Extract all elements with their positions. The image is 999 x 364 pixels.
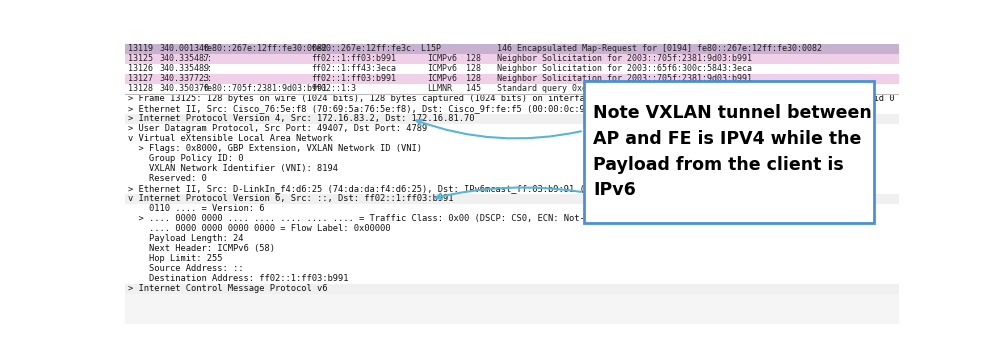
Text: > User Datagram Protocol, Src Port: 49407, Dst Port: 4789: > User Datagram Protocol, Src Port: 4940… [128,124,428,133]
Text: ::: :: [203,54,213,63]
Bar [125,164,899,174]
Bar [125,184,899,194]
Bar [125,74,899,84]
Text: > Ethernet II, Src: D-LinkIn_f4:d6:25 (74:da:da:f4:d6:25), Dst: IPv6mcast_ff:03:: > Ethernet II, Src: D-LinkIn_f4:d6:25 (7… [128,184,679,193]
Text: > Internet Control Message Protocol v6: > Internet Control Message Protocol v6 [128,284,328,293]
Text: ICMPv6: ICMPv6 [428,74,458,83]
Bar [125,84,899,94]
Bar [125,134,899,144]
Text: > Flags: 0x8000, GBP Extension, VXLAN Network ID (VNI): > Flags: 0x8000, GBP Extension, VXLAN Ne… [128,144,422,153]
Bar [125,144,899,154]
Bar [125,54,899,64]
Text: fe80::705f:2381:9d03:b991: fe80::705f:2381:9d03:b991 [203,84,328,93]
Text: 340.350370: 340.350370 [159,84,209,93]
Text: .... 0000 0000 0000 0000 = Flow Label: 0x00000: .... 0000 0000 0000 0000 = Flow Label: 0… [128,224,391,233]
Text: 145: 145 [466,84,481,93]
Text: Source Address: ::: Source Address: :: [128,264,244,273]
Bar [125,114,899,124]
FancyBboxPatch shape [583,81,874,223]
Text: v Internet Protocol Version 6, Src: ::, Dst: ff02::1:ff03:b991: v Internet Protocol Version 6, Src: ::, … [128,194,454,203]
Bar [125,94,899,324]
Text: VXLAN Network Identifier (VNI): 8194: VXLAN Network Identifier (VNI): 8194 [128,164,338,173]
Text: 340.001340: 340.001340 [159,44,209,53]
Bar [125,174,899,184]
Text: Neighbor Solicitation for 2003::65f6:300c:5843:3eca: Neighbor Solicitation for 2003::65f6:300… [497,64,752,73]
Text: > .... 0000 0000 .... .... .... .... .... = Traffic Class: 0x00 (DSCP: CS0, ECN:: > .... 0000 0000 .... .... .... .... ...… [128,214,605,223]
Text: ff02::1:ff03:b991: ff02::1:ff03:b991 [311,74,396,83]
Bar [125,124,899,134]
Text: 13127: 13127 [128,74,153,83]
Bar [125,44,899,54]
Text: Payload Length: 24: Payload Length: 24 [128,234,244,244]
Text: Standard query 0xe4ca ANY 1S3LR7K7DFNINKJ: Standard query 0xe4ca ANY 1S3LR7K7DFNINK… [497,84,702,93]
Text: 340.335489: 340.335489 [159,64,209,73]
Text: fe80::267e:12ff:fe3c. L15P: fe80::267e:12ff:fe3c. L15P [311,44,441,53]
Text: v Virtual eXtensible Local Area Network: v Virtual eXtensible Local Area Network [128,134,333,143]
Text: Neighbor Solicitation for 2003::705f:2381:9d03:b991: Neighbor Solicitation for 2003::705f:238… [497,54,752,63]
Bar [125,64,899,74]
Text: 128: 128 [466,64,481,73]
Text: Group Policy ID: 0: Group Policy ID: 0 [128,154,244,163]
Text: 13125: 13125 [128,54,153,63]
Bar [125,284,899,294]
Bar [125,244,899,254]
Text: ICMPv6: ICMPv6 [428,54,458,63]
Text: Hop Limit: 255: Hop Limit: 255 [128,254,223,264]
Text: 340.335487: 340.335487 [159,54,209,63]
Text: ff02::1:3: ff02::1:3 [311,84,356,93]
Text: ::: :: [203,64,213,73]
Text: 340.337723: 340.337723 [159,74,209,83]
Text: Note VXLAN tunnel between
AP and FE is IPV4 while the
Payload from the client is: Note VXLAN tunnel between AP and FE is I… [593,104,872,199]
Text: 13128: 13128 [128,84,153,93]
Text: > Frame 13125: 128 bytes on wire (1024 bits), 128 bytes captured (1024 bits) on : > Frame 13125: 128 bytes on wire (1024 b… [128,94,894,103]
Text: ff02::1:ff43:3eca: ff02::1:ff43:3eca [311,64,396,73]
Bar [125,274,899,284]
Text: > Ethernet II, Src: Cisco_76:5e:f8 (70:69:5a:76:5e:f8), Dst: Cisco_9f:fe:f5 (00:: > Ethernet II, Src: Cisco_76:5e:f8 (70:6… [128,104,626,113]
Text: 128: 128 [466,54,481,63]
Bar [125,104,899,114]
Text: Next Header: ICMPv6 (58): Next Header: ICMPv6 (58) [128,244,275,253]
Text: Destination Address: ff02::1:ff03:b991: Destination Address: ff02::1:ff03:b991 [128,274,349,284]
Bar [125,224,899,234]
Text: > Internet Protocol Version 4, Src: 172.16.83.2, Dst: 172.16.81.70: > Internet Protocol Version 4, Src: 172.… [128,114,475,123]
Bar [125,154,899,164]
Text: 146 Encapsulated Map-Request for [0194] fe80::267e:12ff:fe30:0082: 146 Encapsulated Map-Request for [0194] … [497,44,822,53]
Text: 13119: 13119 [128,44,153,53]
Text: Reserved: 0: Reserved: 0 [128,174,207,183]
Text: ff02::1:ff03:b991: ff02::1:ff03:b991 [311,54,396,63]
Bar [125,264,899,274]
Bar [125,94,899,104]
Text: ::: :: [203,74,213,83]
Text: 128: 128 [466,74,481,83]
Text: ICMPv6: ICMPv6 [428,64,458,73]
Text: 13126: 13126 [128,64,153,73]
Text: 0110 .... = Version: 6: 0110 .... = Version: 6 [128,204,265,213]
Bar [125,254,899,264]
Bar [125,194,899,204]
Text: fe80::267e:12ff:fe30:0082: fe80::267e:12ff:fe30:0082 [203,44,328,53]
Bar [125,234,899,244]
Text: LLMNR: LLMNR [428,84,453,93]
Bar [125,204,899,214]
Bar [125,214,899,224]
Text: Neighbor Solicitation for 2003::705f:2381:9d03:b991: Neighbor Solicitation for 2003::705f:238… [497,74,752,83]
